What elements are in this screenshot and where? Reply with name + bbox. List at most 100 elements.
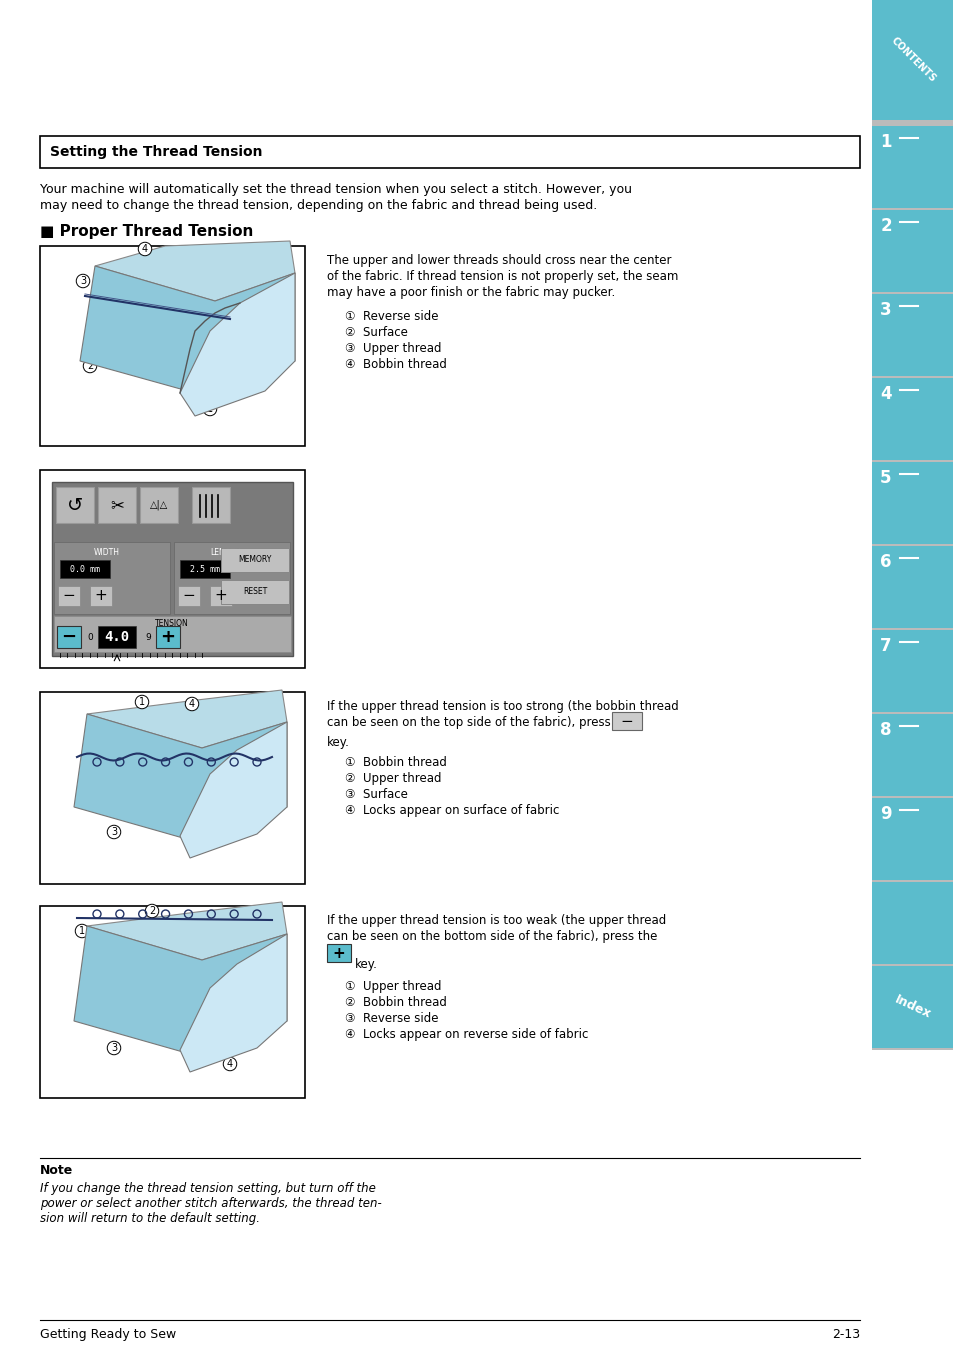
Text: ③  Surface: ③ Surface (345, 787, 408, 801)
Text: ③  Reverse side: ③ Reverse side (345, 1012, 438, 1026)
Bar (40, 906, 305, 1098)
Bar (871, 293, 953, 376)
Text: can be seen on the top side of the fabric), press the: can be seen on the top side of the fabri… (327, 716, 634, 730)
Text: of the fabric. If thread tension is not properly set, the seam: of the fabric. If thread tension is not … (327, 271, 678, 283)
Text: MEMORY: MEMORY (238, 556, 272, 564)
Bar (871, 798, 953, 880)
Text: −: − (61, 629, 76, 646)
Text: ①  Bobbin thread: ① Bobbin thread (345, 756, 446, 769)
Bar (178, 586, 200, 606)
Text: ②  Upper thread: ② Upper thread (345, 773, 441, 785)
Text: If the upper thread tension is too strong (the bobbin thread: If the upper thread tension is too stron… (327, 700, 678, 713)
Bar (221, 580, 289, 604)
Text: 0.0 mm: 0.0 mm (70, 564, 100, 573)
Bar (54, 542, 170, 614)
Bar (871, 209, 953, 210)
Text: 2: 2 (87, 361, 93, 371)
Bar (871, 462, 953, 544)
Text: 2: 2 (880, 217, 891, 236)
Bar (871, 795, 953, 798)
Bar (871, 0, 953, 120)
Text: 4.0: 4.0 (104, 630, 130, 643)
Bar (871, 712, 953, 713)
Bar (871, 210, 953, 292)
Text: LENGTH: LENGTH (211, 548, 241, 557)
Text: The upper and lower threads should cross near the center: The upper and lower threads should cross… (327, 254, 671, 267)
Text: −: − (63, 588, 75, 603)
Text: 6: 6 (880, 553, 891, 571)
Bar (180, 560, 230, 577)
Text: ③  Upper thread: ③ Upper thread (345, 342, 441, 355)
Bar (210, 586, 232, 606)
Bar (871, 882, 953, 964)
Bar (56, 487, 94, 524)
Bar (871, 966, 953, 1049)
Polygon shape (87, 690, 287, 748)
Bar (871, 546, 953, 629)
Bar (58, 586, 80, 606)
Text: 4: 4 (142, 244, 148, 254)
Text: ②  Surface: ② Surface (345, 326, 408, 339)
Bar (40, 470, 305, 668)
Text: key.: key. (327, 736, 350, 748)
Bar (57, 626, 81, 647)
Bar (60, 560, 110, 577)
Text: ④  Locks appear on surface of fabric: ④ Locks appear on surface of fabric (345, 804, 558, 817)
Text: 2: 2 (113, 767, 120, 777)
Text: +: + (160, 629, 175, 646)
Bar (871, 376, 953, 378)
Text: WIDTH: WIDTH (94, 548, 120, 557)
Bar (871, 1049, 953, 1050)
Text: −: − (620, 713, 633, 728)
Bar (54, 616, 291, 651)
Bar (221, 548, 289, 572)
Polygon shape (74, 926, 287, 1054)
Bar (40, 246, 305, 446)
Bar (612, 712, 641, 730)
Text: 2-13: 2-13 (831, 1329, 859, 1341)
Polygon shape (74, 713, 287, 840)
Bar (40, 692, 305, 884)
Bar (871, 880, 953, 882)
Text: 9: 9 (145, 633, 151, 642)
Text: TENSION: TENSION (155, 619, 189, 629)
Text: Index: Index (892, 993, 932, 1022)
Text: ↺: ↺ (67, 495, 83, 514)
Bar (871, 292, 953, 293)
Text: 4: 4 (227, 1059, 233, 1069)
Polygon shape (180, 721, 287, 857)
Text: 3: 3 (111, 826, 117, 837)
Text: 1: 1 (880, 133, 891, 151)
Text: ④  Bobbin thread: ④ Bobbin thread (345, 358, 446, 371)
Bar (871, 964, 953, 966)
Bar (871, 544, 953, 546)
Bar (871, 629, 953, 630)
Text: Getting Ready to Sew: Getting Ready to Sew (40, 1329, 176, 1341)
Text: Setting the Thread Tension: Setting the Thread Tension (50, 145, 262, 159)
Text: may need to change the thread tension, depending on the fabric and thread being : may need to change the thread tension, d… (40, 199, 597, 213)
Bar (871, 127, 953, 209)
Text: ④  Locks appear on reverse side of fabric: ④ Locks appear on reverse side of fabric (345, 1028, 588, 1040)
Text: Note: Note (40, 1164, 73, 1176)
Text: 3: 3 (80, 276, 86, 285)
Text: 0: 0 (87, 633, 92, 642)
Text: 7: 7 (880, 637, 891, 656)
Bar (173, 542, 290, 614)
Text: ✂: ✂ (110, 495, 124, 514)
Text: CONTENTS: CONTENTS (887, 35, 937, 85)
Text: ■ Proper Thread Tension: ■ Proper Thread Tension (40, 223, 253, 240)
Bar (140, 487, 178, 524)
Bar (156, 626, 180, 647)
Text: power or select another stitch afterwards, the thread ten-: power or select another stitch afterward… (40, 1197, 381, 1210)
Bar (98, 626, 136, 647)
Text: △|△: △|△ (150, 499, 168, 510)
Polygon shape (80, 267, 294, 393)
Text: 4: 4 (189, 699, 194, 709)
Text: If you change the thread tension setting, but turn off the: If you change the thread tension setting… (40, 1182, 375, 1195)
Text: 5: 5 (880, 468, 891, 487)
Text: RESET: RESET (243, 587, 267, 596)
Text: −: − (182, 588, 195, 603)
Text: If the upper thread tension is too weak (the upper thread: If the upper thread tension is too weak … (327, 914, 665, 927)
Bar (871, 630, 953, 712)
Polygon shape (87, 902, 287, 960)
